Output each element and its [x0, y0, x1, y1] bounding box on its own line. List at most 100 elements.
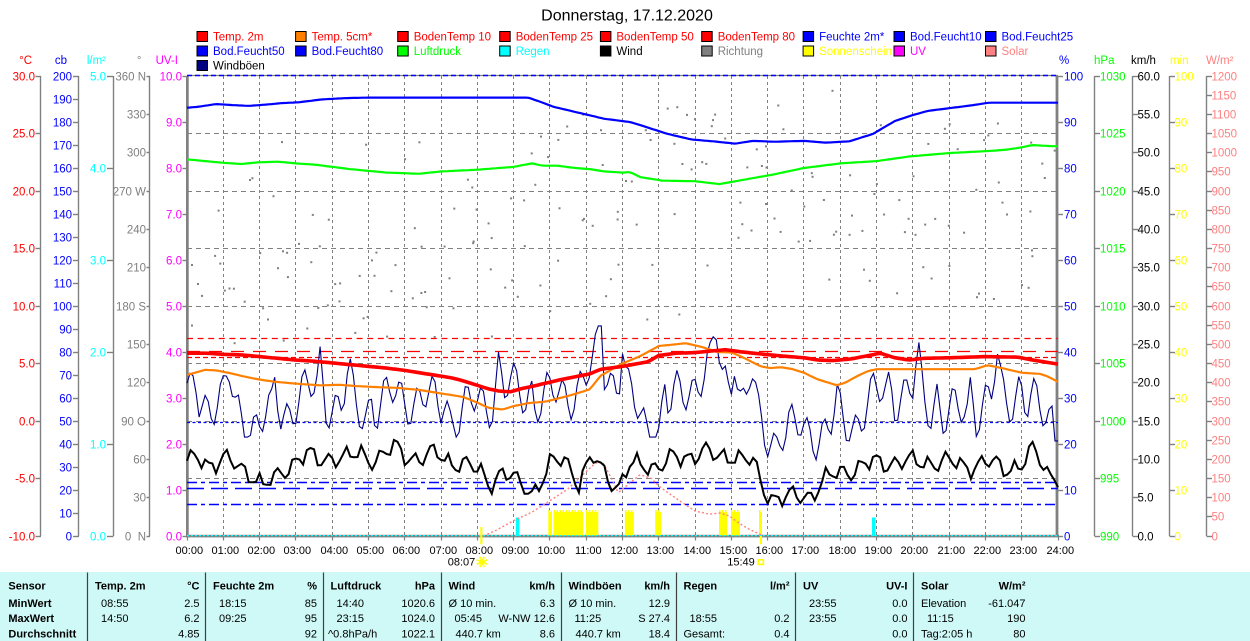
- svg-text:0 N: 0 N: [125, 532, 146, 544]
- svg-text:5.0: 5.0: [90, 72, 106, 84]
- svg-text:16:00: 16:00: [756, 545, 784, 557]
- svg-text:45.0: 45.0: [1138, 187, 1160, 199]
- svg-text:200: 200: [53, 72, 72, 84]
- svg-text:14:40: 14:40: [337, 598, 365, 610]
- svg-text:min: min: [1170, 55, 1189, 67]
- svg-text:Richtung: Richtung: [718, 46, 763, 58]
- svg-text:5.0: 5.0: [19, 359, 35, 371]
- svg-text:^0.8hPa/h: ^0.8hPa/h: [328, 629, 377, 641]
- svg-text:4.85: 4.85: [178, 629, 199, 641]
- svg-text:01:00: 01:00: [212, 545, 240, 557]
- svg-text:80: 80: [59, 348, 72, 360]
- svg-text:150: 150: [127, 340, 146, 352]
- svg-text:km/h: km/h: [644, 581, 670, 593]
- svg-text:23:00: 23:00: [1010, 545, 1038, 557]
- svg-text:250: 250: [1212, 436, 1231, 448]
- svg-text:3.0: 3.0: [166, 394, 182, 406]
- svg-text:00:00: 00:00: [176, 545, 204, 557]
- svg-text:50.0: 50.0: [1138, 148, 1160, 160]
- svg-text:90 O: 90 O: [121, 417, 146, 429]
- svg-text:92: 92: [305, 629, 317, 641]
- svg-text:270 W: 270 W: [113, 187, 146, 199]
- svg-text:30: 30: [1064, 394, 1077, 406]
- svg-text:10.0: 10.0: [1138, 455, 1160, 467]
- svg-text:650: 650: [1212, 282, 1231, 294]
- svg-text:0.0: 0.0: [166, 532, 182, 544]
- svg-text:60: 60: [133, 455, 146, 467]
- svg-text:07:00: 07:00: [430, 545, 458, 557]
- svg-text:°: °: [137, 55, 142, 67]
- svg-text:Temp. 2m: Temp. 2m: [95, 581, 146, 593]
- svg-text:%: %: [307, 581, 317, 593]
- svg-text:15:00: 15:00: [720, 545, 748, 557]
- svg-text:90: 90: [59, 325, 72, 337]
- svg-text:440.7 km: 440.7 km: [456, 629, 501, 641]
- svg-text:70: 70: [1175, 210, 1188, 222]
- svg-text:40: 40: [59, 440, 72, 452]
- svg-text:6.0: 6.0: [166, 256, 182, 268]
- svg-text:23:55: 23:55: [809, 613, 837, 625]
- svg-text:60: 60: [1064, 256, 1077, 268]
- svg-text:Windböen: Windböen: [213, 61, 265, 73]
- svg-text:330: 330: [127, 110, 146, 122]
- svg-text:0: 0: [1212, 532, 1218, 544]
- svg-text:-61.047: -61.047: [988, 598, 1025, 610]
- svg-text:1100: 1100: [1212, 110, 1237, 122]
- svg-text:Wind: Wind: [616, 46, 642, 58]
- svg-text:1024.0: 1024.0: [401, 613, 435, 625]
- svg-text:170: 170: [53, 141, 72, 153]
- svg-text:06:00: 06:00: [393, 545, 421, 557]
- svg-text:5.0: 5.0: [166, 302, 182, 314]
- svg-text:km/h: km/h: [1131, 55, 1156, 67]
- svg-text:08:00: 08:00: [466, 545, 494, 557]
- svg-text:Luftdruck: Luftdruck: [414, 46, 462, 58]
- svg-text:Donnerstag, 17.12.2020: Donnerstag, 17.12.2020: [541, 8, 713, 25]
- svg-text:190: 190: [1007, 613, 1025, 625]
- svg-text:80: 80: [1013, 629, 1025, 641]
- svg-text:MaxWert: MaxWert: [8, 613, 54, 625]
- svg-text:20.0: 20.0: [13, 187, 35, 199]
- svg-text:BodenTemp 80: BodenTemp 80: [718, 32, 795, 44]
- svg-text:180 S: 180 S: [116, 302, 146, 314]
- svg-text:10: 10: [1064, 486, 1077, 498]
- svg-text:17:00: 17:00: [792, 545, 820, 557]
- svg-text:Ø 10 min.: Ø 10 min.: [569, 598, 617, 610]
- svg-text:1010: 1010: [1100, 302, 1126, 314]
- svg-text:15.0: 15.0: [13, 244, 35, 256]
- svg-text:1000: 1000: [1212, 148, 1238, 160]
- svg-text:Regen: Regen: [684, 581, 718, 593]
- svg-text:1020.6: 1020.6: [401, 598, 435, 610]
- svg-text:1025: 1025: [1100, 129, 1126, 141]
- svg-text:80: 80: [1175, 164, 1188, 176]
- svg-text:1.0: 1.0: [166, 486, 182, 498]
- svg-text:10.0: 10.0: [160, 72, 182, 84]
- svg-text:Solar: Solar: [921, 581, 949, 593]
- svg-text:850: 850: [1212, 206, 1231, 218]
- svg-text:1050: 1050: [1212, 129, 1238, 141]
- svg-text:18:00: 18:00: [829, 545, 857, 557]
- svg-text:190: 190: [53, 95, 72, 107]
- svg-text:2.0: 2.0: [90, 348, 106, 360]
- svg-text:23:15: 23:15: [337, 613, 365, 625]
- svg-text:210: 210: [127, 263, 146, 275]
- svg-text:1015: 1015: [1100, 244, 1126, 256]
- svg-text:60: 60: [1175, 256, 1188, 268]
- svg-text:60.0: 60.0: [1138, 72, 1160, 84]
- svg-text:14:50: 14:50: [101, 613, 129, 625]
- svg-text:2.0: 2.0: [166, 440, 182, 452]
- svg-text:Temp. 5cm*: Temp. 5cm*: [312, 32, 373, 44]
- svg-text:Feuchte 2m: Feuchte 2m: [213, 581, 274, 593]
- svg-text:3.0: 3.0: [90, 256, 106, 268]
- svg-text:300: 300: [127, 148, 146, 160]
- svg-text:30: 30: [1175, 394, 1188, 406]
- svg-text:140: 140: [53, 210, 72, 222]
- svg-text:Bod.Feucht25: Bod.Feucht25: [1002, 32, 1074, 44]
- svg-text:7.0: 7.0: [166, 210, 182, 222]
- svg-text:08:55: 08:55: [101, 598, 129, 610]
- svg-text:70: 70: [59, 371, 72, 383]
- svg-text:20.0: 20.0: [1138, 378, 1160, 390]
- svg-text:0.0: 0.0: [892, 613, 907, 625]
- svg-text:100: 100: [1175, 72, 1194, 84]
- svg-text:km/h: km/h: [529, 581, 555, 593]
- svg-text:10: 10: [1175, 486, 1188, 498]
